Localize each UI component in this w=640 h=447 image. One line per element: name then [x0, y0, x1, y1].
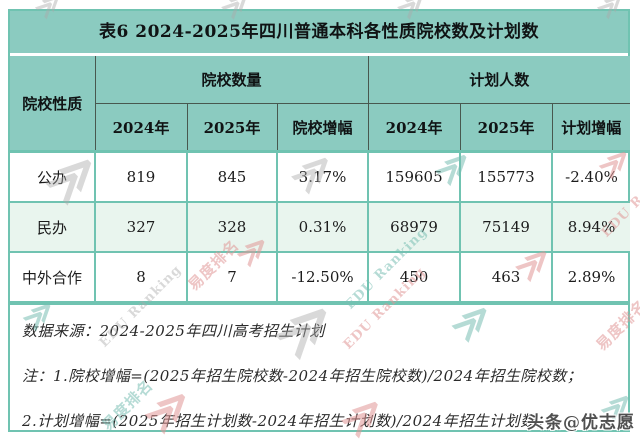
table-body: 公办 819 845 3.17% 159605 155773 -2.40% 民办…: [10, 150, 631, 303]
table-cell: 463: [459, 251, 554, 303]
table-cell: 8.94%: [551, 201, 631, 253]
table-cell: 8: [94, 251, 188, 303]
header-plans-growth: 计划增幅: [551, 103, 631, 152]
header-plans-2025: 2025年: [459, 103, 553, 152]
table-header: 院校性质 院校数量 计划人数 2024年 2025年 院校增幅 2024年 20…: [10, 56, 631, 152]
footnote-2: 2.计划增幅=(2025年招生计划数-2024年招生计划数)/2024年招生计划…: [22, 412, 552, 430]
row-label: 公办: [10, 150, 96, 203]
header-schools-2025: 2025年: [186, 103, 278, 152]
table-cell: 0.31%: [275, 201, 370, 253]
header-group-plans: 计划人数: [367, 56, 631, 104]
table-cell: 7: [186, 251, 278, 303]
table-row-public: 公办 819 845 3.17% 159605 155773 -2.40%: [10, 150, 631, 203]
table-cell: 75149: [459, 201, 554, 253]
table-title: 表6 2024-2025年四川普通本科各性质院校数及计划数: [10, 11, 628, 56]
table-cell: 155773: [459, 150, 554, 203]
header-group-row: 院校性质 院校数量 计划人数: [10, 56, 631, 152]
footnote-1: 注：1.院校增幅=(2025年招生院校数-2024年招生院校数)/2024年招生…: [22, 367, 583, 385]
table-cell: 159605: [367, 150, 462, 203]
header-plans-2024: 2024年: [367, 103, 461, 152]
table-row-private: 民办 327 328 0.31% 68979 75149 8.94%: [10, 201, 631, 253]
header-schools-2024: 2024年: [95, 103, 188, 152]
toutiao-watermark: 头条@优志愿: [527, 413, 635, 433]
table-cell: 819: [94, 150, 188, 203]
header-group-schools: 院校数量: [94, 56, 369, 104]
table-cell: 3.17%: [275, 150, 370, 203]
table-cell: -12.50%: [275, 251, 370, 303]
table-cell: 845: [186, 150, 278, 203]
table-cell: 450: [367, 251, 462, 303]
table-row-sino-foreign: 中外合作 8 7 -12.50% 450 463 2.89%: [10, 251, 631, 303]
header-sub-row: 2024年 2025年 院校增幅 2024年 2025年 计划增幅: [10, 103, 631, 152]
table-cell: 2.89%: [551, 251, 631, 303]
table-footnotes: 数据来源：2024-2025年四川高考招生计划 注：1.院校增幅=(2025年招…: [10, 303, 628, 431]
data-source-note: 数据来源：2024-2025年四川高考招生计划: [22, 322, 325, 340]
table-cell: 328: [186, 201, 278, 253]
table-cell: 327: [94, 201, 188, 253]
row-label: 中外合作: [10, 251, 96, 303]
sichuan-admission-table: 院校性质 院校数量 计划人数 2024年 2025年 院校增幅 2024年 20…: [10, 56, 631, 303]
row-label: 民办: [10, 201, 96, 253]
header-schools-growth: 院校增幅: [276, 103, 369, 152]
header-corner: 院校性质: [10, 56, 96, 152]
data-table-block: 表6 2024-2025年四川普通本科各性质院校数及计划数 院校性质 院校数量 …: [8, 9, 631, 432]
table-cell: 68979: [367, 201, 462, 253]
table-cell: -2.40%: [551, 150, 631, 203]
